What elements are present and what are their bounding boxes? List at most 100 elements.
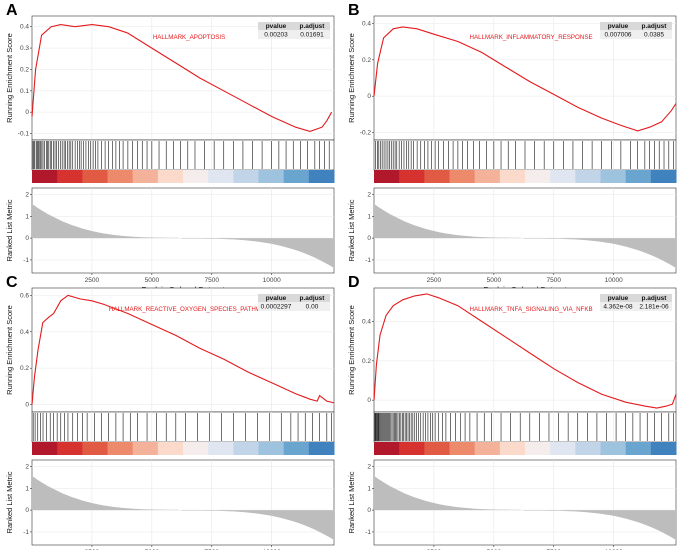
rank-heat-segment <box>32 442 58 455</box>
rank-heat-segment <box>374 170 400 183</box>
rank-heat-segment <box>399 170 425 183</box>
rank-heat-segment <box>474 170 501 183</box>
rank-heat-segment <box>424 170 450 183</box>
rank-heat-segment <box>32 170 58 183</box>
gene-set-name: HALLMARK_REACTIVE_OXYGEN_SPECIES_PATHWAY <box>109 306 269 313</box>
stats-table-row-bg <box>600 302 672 311</box>
es-curve-A <box>31 24 333 132</box>
panel-letter: B <box>348 2 360 19</box>
rank-heat-segment <box>308 170 335 183</box>
metric-y-label: Ranked List Metric <box>347 471 356 533</box>
rank-heat-segment <box>550 442 576 455</box>
es-tick-label: 0 <box>25 109 29 116</box>
x-tick-label: 2500 <box>427 277 442 284</box>
panel-letter: A <box>6 2 18 19</box>
rank-heat-segment <box>258 170 285 183</box>
panel-letter: D <box>348 274 360 291</box>
rank-heat-segment <box>308 442 335 455</box>
rank-heat-segment <box>600 442 627 455</box>
x-tick-label: 7500 <box>205 277 220 284</box>
rank-heat-segment <box>499 170 526 183</box>
gene-set-name: HALLMARK_APOPTOSIS <box>153 34 225 41</box>
es-tick-label: 0.2 <box>20 66 29 73</box>
rank-heat-segment <box>399 442 425 455</box>
stats-table-header-bg <box>600 294 672 302</box>
metric-tick-label: 0 <box>367 235 371 242</box>
rank-heat-segment <box>132 170 159 183</box>
rank-heat-segment <box>525 170 551 183</box>
metric-y-label: Ranked List Metric <box>5 199 14 261</box>
rank-heat-segment <box>183 442 209 455</box>
stats-padjust: 0.00 <box>306 304 319 311</box>
es-tick-label: 0.6 <box>20 292 29 299</box>
stats-table-row-bg <box>600 30 672 39</box>
rank-heat-segment <box>82 170 108 183</box>
rank-heat-segment <box>57 442 83 455</box>
es-y-label: Running Enrichment Score <box>347 305 356 395</box>
stats-table-header-bg <box>258 294 330 302</box>
es-y-label: Running Enrichment Score <box>5 33 14 123</box>
rank-heat-segment <box>550 170 576 183</box>
rank-heat-segment <box>157 170 184 183</box>
stats-table-row-bg <box>258 30 330 39</box>
metric-tick-label: -1 <box>365 529 371 536</box>
rank-heat-segment <box>233 170 259 183</box>
panel-letter: C <box>6 274 18 291</box>
metric-tick-label: 2 <box>25 192 29 199</box>
stats-table-header-bg <box>258 22 330 30</box>
rank-heat-segment <box>57 170 83 183</box>
x-tick-label: 5000 <box>145 277 160 284</box>
x-tick-label: 5000 <box>487 277 502 284</box>
rank-heat-segment <box>374 442 400 455</box>
es-tick-label: 0.2 <box>362 358 371 365</box>
stats-header-pvalue: pvalue <box>266 23 287 30</box>
rank-heat-segment <box>625 442 652 455</box>
es-tick-label: 0.4 <box>362 318 371 325</box>
metric-tick-label: 0 <box>367 507 371 514</box>
es-tick-label: 0.4 <box>20 24 29 31</box>
es-curve-B <box>373 26 677 132</box>
metric-tick-label: 1 <box>25 213 29 220</box>
rank-heat-segment <box>575 442 601 455</box>
rank-heat-segment <box>424 442 450 455</box>
panel-D: D 0.4 0.2 0 HALLMARK_TNFA_SIGNALING_VIA_NFKB… <box>347 274 677 550</box>
x-tick-label: 7500 <box>547 277 562 284</box>
stats-table-row-bg <box>258 302 330 311</box>
rank-heat-segment <box>208 170 234 183</box>
es-tick-label: 0.1 <box>20 88 29 95</box>
rank-heat-segment <box>233 442 259 455</box>
es-tick-label: -0.1 <box>18 131 30 138</box>
panel-C: C0.6 0.4 0.2 0 HALLMARK_REACTIVE_OXYGEN_SPEC… <box>5 274 335 550</box>
metric-area <box>374 475 676 540</box>
stats-header-padjust: p.adjust <box>300 23 326 30</box>
stats-pvalue: 0.007006 <box>604 32 631 39</box>
metric-tick-label: 0 <box>25 507 29 514</box>
metric-y-label: Ranked List Metric <box>5 471 14 533</box>
stats-header-padjust: p.adjust <box>642 295 668 302</box>
stats-pvalue: 0.0002297 <box>261 304 292 311</box>
stats-header-pvalue: pvalue <box>608 295 629 302</box>
rank-heat-segment <box>157 442 184 455</box>
stats-header-pvalue: pvalue <box>608 23 629 30</box>
metric-area <box>374 203 676 268</box>
stats-pvalue: 4.362e-08 <box>603 304 633 311</box>
stats-header-padjust: p.adjust <box>642 23 668 30</box>
metric-area <box>32 203 334 268</box>
rank-heat-segment <box>258 442 285 455</box>
rank-heat-segment <box>208 442 234 455</box>
es-tick-label: -0.2 <box>360 130 372 137</box>
es-tick-label: 0 <box>367 93 371 100</box>
rank-heat-segment <box>283 442 310 455</box>
x-tick-label: 10000 <box>263 277 281 284</box>
metric-tick-label: 1 <box>25 485 29 492</box>
rank-heat-segment <box>107 170 134 183</box>
es-y-label: Running Enrichment Score <box>347 33 356 123</box>
stats-padjust: 0.0385 <box>644 32 664 39</box>
stats-header-padjust: p.adjust <box>300 295 326 302</box>
gene-set-name: HALLMARK_INFLAMMATORY_RESPONSE <box>469 34 592 41</box>
rank-heat-segment <box>183 170 209 183</box>
rank-heat-segment <box>449 170 476 183</box>
rank-heat-segment <box>525 442 551 455</box>
panel-A: A0.4 0.3 0.2 0.1 0 -0.1 HALLMARK_APOPTOSIS pval… <box>5 2 335 294</box>
